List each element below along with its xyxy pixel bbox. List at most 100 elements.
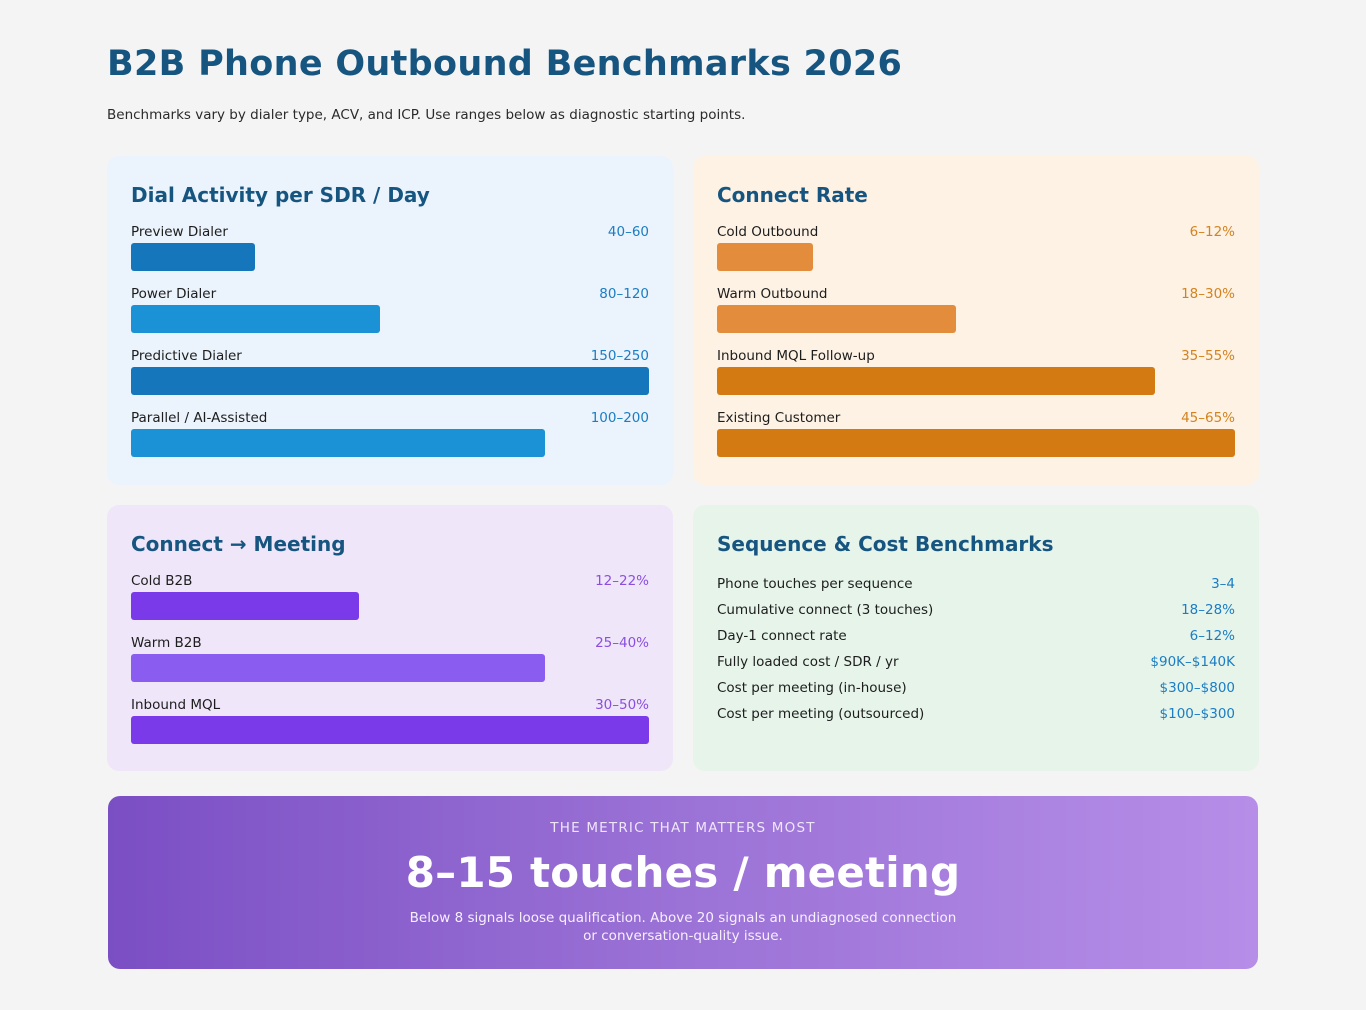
bar-row: Inbound MQL Follow-up 35–55% — [717, 346, 1235, 408]
sequence-row: Phone touches per sequence 3–4 — [717, 571, 1235, 597]
banner-headline: 8–15 touches / meeting — [405, 848, 961, 897]
bar-label: Parallel / AI-Assisted — [131, 410, 268, 426]
bar-track — [131, 243, 649, 271]
bar-row: Warm Outbound 18–30% — [717, 284, 1235, 346]
card-title: Dial Activity per SDR / Day — [131, 183, 430, 207]
bar-track — [717, 243, 1235, 271]
bar — [717, 429, 1235, 457]
sequence-row: Cost per meeting (in-house) $300–$800 — [717, 675, 1235, 701]
page-subtitle: Benchmarks vary by dialer type, ACV, and… — [107, 107, 746, 123]
sequence-label: Phone touches per sequence — [717, 576, 913, 592]
bar-range-label: 25–40% — [595, 635, 649, 651]
bar-track — [131, 592, 649, 620]
card-title: Connect Rate — [717, 183, 868, 207]
bar — [717, 305, 956, 333]
card-title: Sequence & Cost Benchmarks — [717, 532, 1054, 556]
bar-list: Preview Dialer 40–60 Power Dialer 80–120 Pre… — [131, 222, 649, 470]
bar — [131, 654, 545, 682]
bar-range-label: 80–120 — [599, 286, 649, 302]
sequence-label: Day-1 connect rate — [717, 628, 847, 644]
bar-label-row: Inbound MQL 30–50% — [131, 695, 649, 715]
sequence-label: Cumulative connect (3 touches) — [717, 602, 934, 618]
bar-label-row: Cold Outbound 6–12% — [717, 222, 1235, 242]
bar — [131, 716, 649, 744]
bar-row: Power Dialer 80–120 — [131, 284, 649, 346]
sequence-value: $300–$800 — [1159, 680, 1235, 696]
bar-label-row: Power Dialer 80–120 — [131, 284, 649, 304]
bar-row: Predictive Dialer 150–250 — [131, 346, 649, 408]
sequence-label: Fully loaded cost / SDR / yr — [717, 654, 899, 670]
bar-row: Cold B2B 12–22% — [131, 571, 649, 633]
bar-range-label: 30–50% — [595, 697, 649, 713]
sequence-list: Phone touches per sequence 3–4 Cumulative … — [717, 571, 1235, 727]
bar-label: Inbound MQL — [131, 697, 221, 713]
bar-track — [717, 429, 1235, 457]
sequence-cost-card: Sequence & Cost Benchmarks Phone touches… — [693, 505, 1259, 771]
bar-row: Inbound MQL 30–50% — [131, 695, 649, 757]
banner-kicker: THE METRIC THAT MATTERS MOST — [550, 820, 816, 836]
banner-note: Below 8 signals loose qualification. Abo… — [409, 910, 957, 944]
bar — [131, 243, 255, 271]
sequence-row: Cost per meeting (outsourced) $100–$300 — [717, 701, 1235, 727]
bar-label-row: Cold B2B 12–22% — [131, 571, 649, 591]
sequence-value: 3–4 — [1211, 576, 1235, 592]
sequence-row: Cumulative connect (3 touches) 18–28% — [717, 597, 1235, 623]
sequence-row: Day-1 connect rate 6–12% — [717, 623, 1235, 649]
sequence-row: Fully loaded cost / SDR / yr $90K–$140K — [717, 649, 1235, 675]
bar-list: Cold Outbound 6–12% Warm Outbound 18–30% Inb… — [717, 222, 1235, 470]
bar-label-row: Predictive Dialer 150–250 — [131, 346, 649, 366]
bar-list: Cold B2B 12–22% Warm B2B 25–40% Inbound MQL 3… — [131, 571, 649, 757]
bar-label: Inbound MQL Follow-up — [717, 348, 875, 364]
bar — [717, 243, 813, 271]
bar-range-label: 40–60 — [607, 224, 649, 240]
bar-label: Preview Dialer — [131, 224, 228, 240]
sequence-value: 18–28% — [1181, 602, 1235, 618]
bar-row: Warm B2B 25–40% — [131, 633, 649, 695]
bar-label: Warm B2B — [131, 635, 202, 651]
bar-label: Cold Outbound — [717, 224, 819, 240]
bar-row: Preview Dialer 40–60 — [131, 222, 649, 284]
bar-row: Parallel / AI-Assisted 100–200 — [131, 408, 649, 470]
connect-meeting-card: Connect → Meeting Cold B2B 12–22% Warm B2B… — [107, 505, 673, 771]
bar — [131, 305, 380, 333]
sequence-value: 6–12% — [1189, 628, 1235, 644]
bar-track — [131, 305, 649, 333]
bar-track — [131, 429, 649, 457]
bar-track — [717, 305, 1235, 333]
sequence-value: $90K–$140K — [1150, 654, 1235, 670]
key-metric-banner: THE METRIC THAT MATTERS MOST 8–15 touche… — [108, 796, 1258, 969]
bar-row: Cold Outbound 6–12% — [717, 222, 1235, 284]
bar-track — [131, 654, 649, 682]
bar-range-label: 45–65% — [1181, 410, 1235, 426]
bar-label-row: Existing Customer 45–65% — [717, 408, 1235, 428]
dial-activity-card: Dial Activity per SDR / Day Preview Dial… — [107, 156, 673, 485]
bar-track — [717, 367, 1235, 395]
bar-track — [131, 716, 649, 744]
card-title: Connect → Meeting — [131, 532, 346, 556]
page-title: B2B Phone Outbound Benchmarks 2026 — [107, 44, 903, 84]
bar-range-label: 100–200 — [590, 410, 649, 426]
bar-row: Existing Customer 45–65% — [717, 408, 1235, 470]
bar — [131, 429, 545, 457]
bar-range-label: 6–12% — [1189, 224, 1235, 240]
bar-range-label: 150–250 — [590, 348, 649, 364]
bar — [131, 367, 649, 395]
bar-range-label: 12–22% — [595, 573, 649, 589]
bar-label-row: Inbound MQL Follow-up 35–55% — [717, 346, 1235, 366]
sequence-label: Cost per meeting (in-house) — [717, 680, 907, 696]
bar-range-label: 35–55% — [1181, 348, 1235, 364]
bar-track — [131, 367, 649, 395]
bar-label: Warm Outbound — [717, 286, 828, 302]
sequence-value: $100–$300 — [1159, 706, 1235, 722]
bar — [131, 592, 359, 620]
connect-rate-card: Connect Rate Cold Outbound 6–12% Warm Outb… — [693, 156, 1259, 485]
bar-label-row: Preview Dialer 40–60 — [131, 222, 649, 242]
bar-label: Cold B2B — [131, 573, 193, 589]
bar-label: Existing Customer — [717, 410, 841, 426]
bar-label-row: Warm Outbound 18–30% — [717, 284, 1235, 304]
bar-label: Predictive Dialer — [131, 348, 242, 364]
bar-label-row: Parallel / AI-Assisted 100–200 — [131, 408, 649, 428]
bar-label-row: Warm B2B 25–40% — [131, 633, 649, 653]
bar-range-label: 18–30% — [1181, 286, 1235, 302]
bar — [717, 367, 1155, 395]
